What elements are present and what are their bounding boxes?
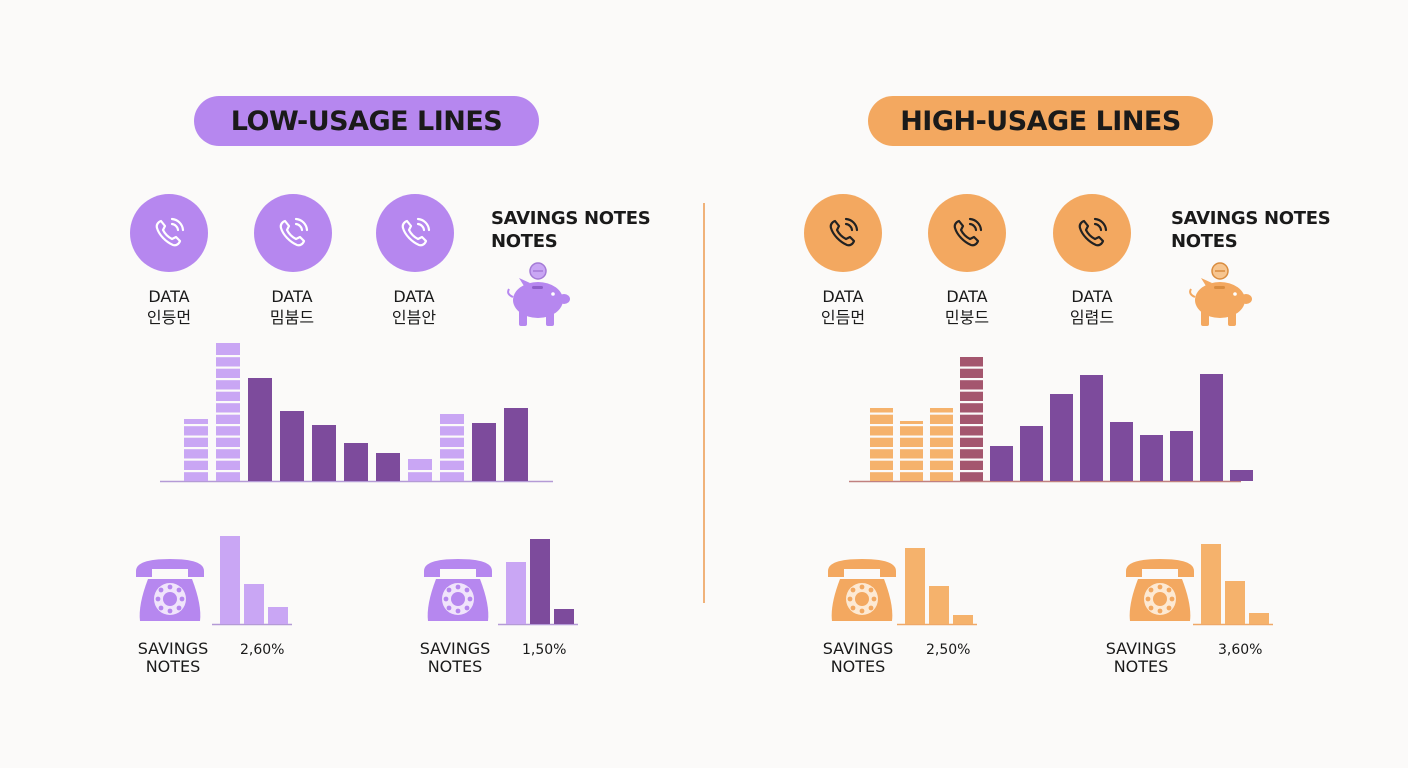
chart-bar xyxy=(930,408,953,481)
chart-bar xyxy=(990,446,1013,481)
piggy-bank-icon xyxy=(1189,262,1252,326)
chart-bar xyxy=(870,408,893,481)
low-usage-panel: LOW-USAGE LINES DATA 인등먼 DATA 밈붐드 DATA 인븜안 … xyxy=(130,96,651,676)
piggy-bank-icon xyxy=(507,262,570,326)
chart-bar xyxy=(344,443,368,481)
phone-label: DATA 인등먼 xyxy=(146,287,192,327)
phone-call-icon xyxy=(376,194,454,272)
chart-bar xyxy=(216,343,240,481)
chart-bar xyxy=(900,421,923,481)
savings-percent: 2,60% xyxy=(240,642,285,658)
high-usage-title: HIGH-USAGE LINES xyxy=(868,96,1213,146)
chart-bar xyxy=(408,459,432,481)
phone-label: DATA 인듬먼 xyxy=(820,287,866,327)
chart-bar xyxy=(1170,431,1193,481)
high-usage-bar-chart xyxy=(849,357,1253,483)
chart-bar xyxy=(184,419,208,481)
phone-call-icon xyxy=(804,194,882,272)
sub-chart-bar xyxy=(929,586,949,624)
chart-bar xyxy=(312,425,336,481)
sub-chart-bar xyxy=(1201,544,1221,624)
savings-notes-label: SAVINGS NOTES xyxy=(822,639,894,676)
savings-notes-heading: SAVINGS NOTES NOTES xyxy=(491,208,651,252)
panel-divider xyxy=(703,203,705,603)
low-usage-title: LOW-USAGE LINES xyxy=(194,96,539,146)
sub-chart-bar xyxy=(953,615,973,624)
high-usage-panel: HIGH-USAGE LINES DATA 인듬먼 DATA 민붕드 DATA 임렴드… xyxy=(704,0,1408,768)
chart-bar xyxy=(1050,394,1073,481)
phone-call-icon xyxy=(1053,194,1131,272)
savings-percent: 3,60% xyxy=(1218,642,1263,658)
chart-bar xyxy=(280,411,304,481)
chart-bar xyxy=(248,378,272,481)
chart-bar xyxy=(1080,375,1103,481)
sub-chart-bar xyxy=(530,539,550,624)
sub-chart-bar xyxy=(506,562,526,624)
phone-call-icon xyxy=(130,194,208,272)
sub-chart-bar xyxy=(268,607,288,624)
chart-bar xyxy=(440,414,464,481)
phone-call-icon xyxy=(928,194,1006,272)
rotary-telephone-icon xyxy=(424,559,492,621)
savings-notes-label: SAVINGS NOTES xyxy=(419,639,491,676)
rotary-telephone-icon xyxy=(136,559,204,621)
chart-bar xyxy=(472,423,496,481)
savings-percent: 1,50% xyxy=(522,642,567,658)
chart-bar xyxy=(1020,426,1043,481)
sub-chart-bar xyxy=(554,609,574,624)
phone-call-icon xyxy=(254,194,332,272)
chart-bar xyxy=(1200,374,1223,481)
phone-label: DATA 인븜안 xyxy=(391,287,437,327)
chart-bar xyxy=(1110,422,1133,481)
chart-bar xyxy=(1140,435,1163,481)
phone-label: DATA 밈붐드 xyxy=(269,287,315,327)
sub-chart-bar xyxy=(1225,581,1245,624)
chart-bar xyxy=(1230,470,1253,481)
phone-label: DATA 민붕드 xyxy=(944,287,990,327)
sub-chart-bar xyxy=(244,584,264,624)
low-usage-bar-chart xyxy=(160,343,553,483)
chart-bar xyxy=(376,453,400,481)
savings-notes-label: SAVINGS NOTES xyxy=(137,639,209,676)
sub-chart-bar xyxy=(905,548,925,624)
phone-label: DATA 임렴드 xyxy=(1069,287,1115,327)
chart-bar xyxy=(960,357,983,481)
savings-percent: 2,50% xyxy=(926,642,971,658)
sub-chart-bar xyxy=(220,536,240,624)
savings-notes-label: SAVINGS NOTES xyxy=(1105,639,1177,676)
rotary-telephone-icon xyxy=(828,559,896,621)
rotary-telephone-icon xyxy=(1126,559,1194,621)
sub-chart-bar xyxy=(1249,613,1269,624)
savings-notes-heading: SAVINGS NOTES NOTES xyxy=(1171,208,1331,252)
chart-bar xyxy=(504,408,528,481)
